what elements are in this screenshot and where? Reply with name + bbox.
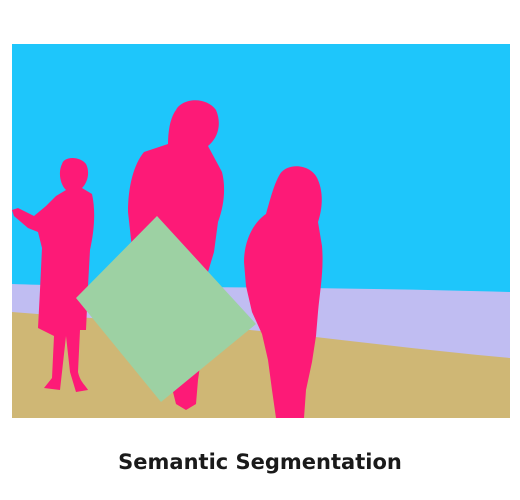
segmentation-map xyxy=(12,44,510,418)
kite-region xyxy=(76,216,256,402)
person-right-region xyxy=(244,166,323,418)
figure-caption: Semantic Segmentation xyxy=(118,450,402,474)
person-left-region xyxy=(12,158,95,392)
